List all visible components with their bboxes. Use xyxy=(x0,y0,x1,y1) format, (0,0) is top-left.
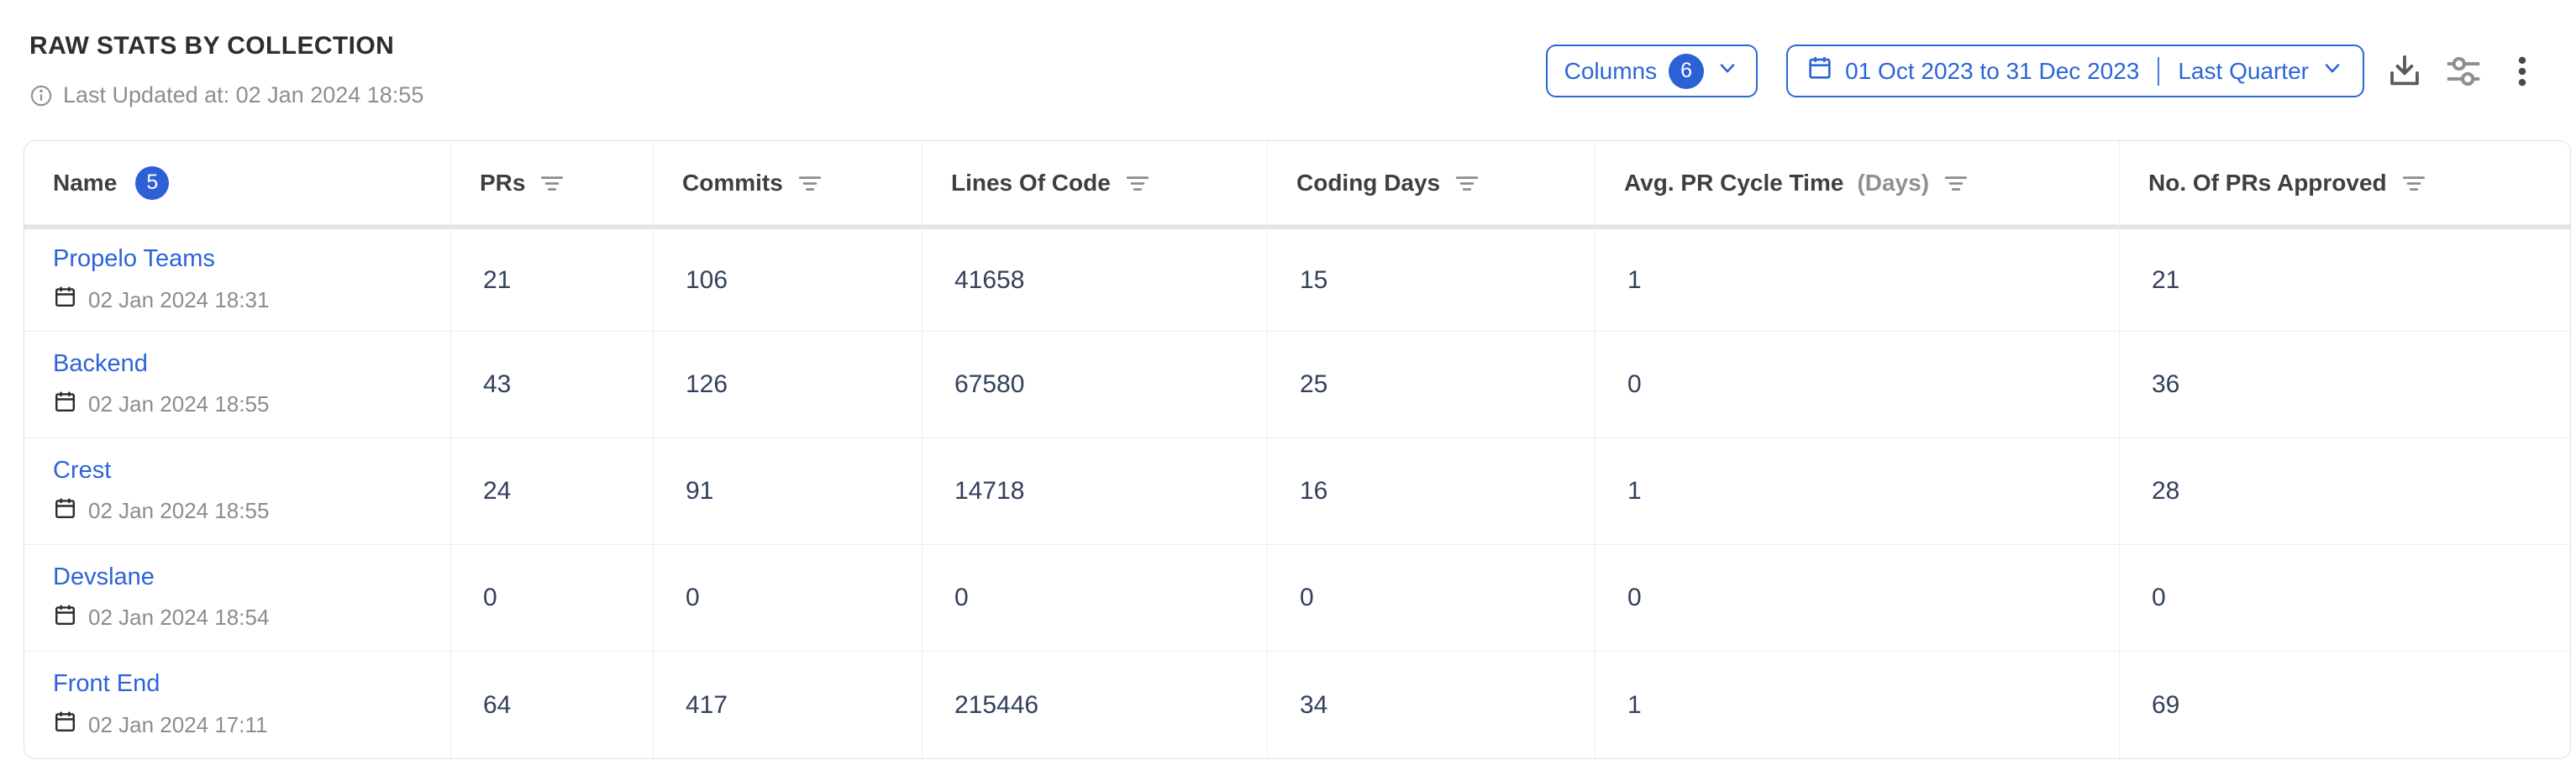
lines-of-code-cell: 41658 xyxy=(923,225,1268,332)
filter-icon[interactable] xyxy=(539,171,565,195)
commits-cell: 126 xyxy=(654,332,923,438)
last-updated: Last Updated at: 02 Jan 2024 18:55 xyxy=(29,82,423,108)
calendar-icon xyxy=(53,496,77,527)
prs-approved-cell: 0 xyxy=(2120,545,2570,652)
collection-link[interactable]: Front End xyxy=(53,670,160,697)
calendar-icon xyxy=(1806,55,1833,87)
filter-icon[interactable] xyxy=(796,171,823,195)
table-row: Front End 02 Jan 2024 17:11 64 417 21544… xyxy=(24,652,2570,758)
sliders-icon[interactable] xyxy=(2440,48,2487,95)
date-preset-text: Last Quarter xyxy=(2178,57,2309,84)
table-row: Propelo Teams 02 Jan 2024 18:31 21 106 4… xyxy=(24,225,2570,332)
column-label: Lines Of Code xyxy=(951,169,1111,196)
column-header-commits: Commits xyxy=(654,141,923,225)
name-cell: Crest 02 Jan 2024 18:55 xyxy=(24,438,451,545)
prs-cell: 21 xyxy=(451,225,654,332)
coding-days-cell: 25 xyxy=(1268,332,1596,438)
filter-icon[interactable] xyxy=(2400,171,2427,195)
column-header-prs: PRs xyxy=(451,141,654,225)
column-label-suffix: (Days) xyxy=(1857,169,1930,196)
prs-approved-cell: 36 xyxy=(2120,332,2570,438)
name-cell: Propelo Teams 02 Jan 2024 18:31 xyxy=(24,225,451,332)
name-count-badge: 5 xyxy=(135,165,170,200)
column-header-avg-pr-cycle-time: Avg. PR Cycle Time (Days) xyxy=(1596,141,2120,225)
collection-link[interactable]: Crest xyxy=(53,456,112,484)
raw-stats-table: Name 5 PRs Commits xyxy=(24,140,2571,759)
prs-cell: 0 xyxy=(451,545,654,652)
avg-pr-cycle-time-cell: 0 xyxy=(1596,545,2120,652)
columns-button[interactable]: Columns 6 xyxy=(1545,45,1759,97)
coding-days-cell: 0 xyxy=(1268,545,1596,652)
columns-button-label: Columns xyxy=(1564,57,1658,84)
prs-cell: 24 xyxy=(451,438,654,545)
coding-days-cell: 34 xyxy=(1268,652,1596,758)
filter-icon[interactable] xyxy=(1454,171,1480,195)
page-head: RAW STATS BY COLLECTION Last Updated at:… xyxy=(29,32,423,108)
table-header-row: Name 5 PRs Commits xyxy=(24,141,2570,225)
avg-pr-cycle-time-cell: 1 xyxy=(1596,438,2120,545)
filter-icon[interactable] xyxy=(1124,171,1151,195)
lines-of-code-cell: 14718 xyxy=(923,438,1268,545)
chevron-down-icon xyxy=(1716,56,1739,86)
coding-days-cell: 15 xyxy=(1268,225,1596,332)
calendar-icon xyxy=(53,603,77,633)
prs-approved-cell: 21 xyxy=(2120,225,2570,332)
avg-pr-cycle-time-cell: 0 xyxy=(1596,332,2120,438)
collection-link[interactable]: Devslane xyxy=(53,563,155,590)
column-header-prs-approved: No. Of PRs Approved xyxy=(2120,141,2570,225)
prs-approved-cell: 28 xyxy=(2120,438,2570,545)
avg-pr-cycle-time-cell: 1 xyxy=(1596,225,2120,332)
filter-icon[interactable] xyxy=(1943,171,1969,195)
date-range-button[interactable]: 01 Oct 2023 to 31 Dec 2023 Last Quarter xyxy=(1786,45,2364,97)
column-label: Commits xyxy=(682,169,783,196)
info-icon xyxy=(29,84,53,107)
lines-of-code-cell: 0 xyxy=(923,545,1268,652)
row-updated-at: 02 Jan 2024 17:11 xyxy=(88,711,268,737)
table-body: Propelo Teams 02 Jan 2024 18:31 21 106 4… xyxy=(24,225,2570,758)
row-updated-at: 02 Jan 2024 18:55 xyxy=(88,391,270,417)
column-label: Avg. PR Cycle Time xyxy=(1624,169,1844,196)
commits-cell: 106 xyxy=(654,225,923,332)
download-icon[interactable] xyxy=(2381,48,2428,95)
prs-cell: 43 xyxy=(451,332,654,438)
chevron-down-icon xyxy=(2321,56,2344,86)
commits-cell: 0 xyxy=(654,545,923,652)
columns-count-badge: 6 xyxy=(1669,53,1705,89)
column-header-coding-days: Coding Days xyxy=(1268,141,1596,225)
calendar-icon xyxy=(53,285,77,315)
page-title: RAW STATS BY COLLECTION xyxy=(29,32,395,60)
lines-of-code-cell: 215446 xyxy=(923,652,1268,758)
column-header-name: Name 5 xyxy=(24,141,451,225)
date-range-text: 01 Oct 2023 to 31 Dec 2023 xyxy=(1845,57,2140,84)
coding-days-cell: 16 xyxy=(1268,438,1596,545)
table-row: Backend 02 Jan 2024 18:55 43 126 67580 2… xyxy=(24,332,2570,438)
name-cell: Front End 02 Jan 2024 17:11 xyxy=(24,652,451,758)
table-row: Devslane 02 Jan 2024 18:54 0 0 0 0 0 0 xyxy=(24,545,2570,652)
name-cell: Devslane 02 Jan 2024 18:54 xyxy=(24,545,451,652)
last-updated-text: Last Updated at: 02 Jan 2024 18:55 xyxy=(63,82,424,107)
collection-link[interactable]: Propelo Teams xyxy=(53,245,215,272)
commits-cell: 91 xyxy=(654,438,923,545)
collection-link[interactable]: Backend xyxy=(53,349,148,377)
kebab-menu-icon[interactable] xyxy=(2499,48,2546,95)
avg-pr-cycle-time-cell: 1 xyxy=(1596,652,2120,758)
prs-approved-cell: 69 xyxy=(2152,690,2180,719)
column-label: No. Of PRs Approved xyxy=(2148,169,2387,196)
commits-cell: 417 xyxy=(654,652,923,758)
date-divider xyxy=(2158,56,2160,86)
toolbar: Columns 6 01 Oct 2023 to 31 Dec 2023 Las… xyxy=(1545,45,2546,97)
calendar-icon xyxy=(53,390,77,420)
prs-cell: 64 xyxy=(451,652,654,758)
column-label: Name xyxy=(53,169,118,196)
column-label: PRs xyxy=(480,169,526,196)
row-updated-at: 02 Jan 2024 18:55 xyxy=(88,498,270,523)
row-updated-at: 02 Jan 2024 18:31 xyxy=(88,286,270,312)
row-updated-at: 02 Jan 2024 18:54 xyxy=(88,605,270,630)
column-header-lines-of-code: Lines Of Code xyxy=(923,141,1268,225)
calendar-icon xyxy=(53,710,77,740)
column-label: Coding Days xyxy=(1296,169,1441,196)
table-row: Crest 02 Jan 2024 18:55 24 91 14718 16 1… xyxy=(24,438,2570,545)
name-cell: Backend 02 Jan 2024 18:55 xyxy=(24,332,451,438)
lines-of-code-cell: 67580 xyxy=(923,332,1268,438)
